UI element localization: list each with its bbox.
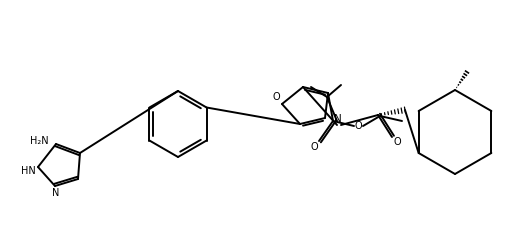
Text: HN: HN: [21, 166, 35, 176]
Text: H₂N: H₂N: [29, 136, 48, 146]
Text: O: O: [310, 142, 318, 152]
Text: O: O: [354, 121, 362, 131]
Text: O: O: [393, 137, 401, 147]
Text: N: N: [52, 188, 59, 198]
Text: O: O: [272, 92, 280, 102]
Text: N: N: [334, 114, 342, 124]
